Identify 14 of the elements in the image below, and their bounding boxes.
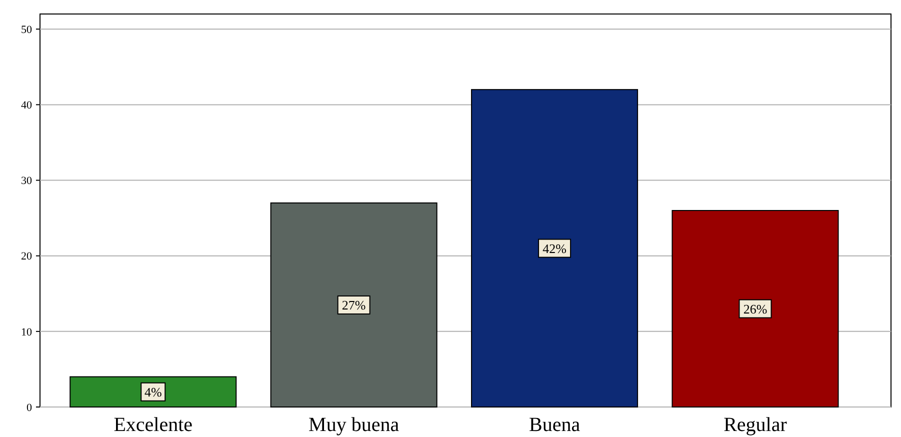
y-tick-label: 10	[21, 326, 32, 338]
y-tick-label: 20	[21, 250, 32, 263]
y-tick-label: 40	[21, 100, 32, 112]
x-tick-label: Excelente	[114, 414, 193, 436]
y-tick-label: 50	[21, 24, 32, 36]
data-label: 4%	[144, 384, 162, 400]
data-label: 27%	[342, 298, 366, 313]
data-label: 26%	[743, 301, 768, 316]
y-tick-label: 0	[26, 402, 32, 414]
x-tick-label: Muy buena	[308, 414, 400, 436]
data-label: 42%	[542, 240, 567, 256]
x-tick-label: Buena	[528, 414, 580, 436]
y-tick-label: 30	[21, 175, 32, 188]
x-tick-label: Regular	[724, 414, 788, 436]
